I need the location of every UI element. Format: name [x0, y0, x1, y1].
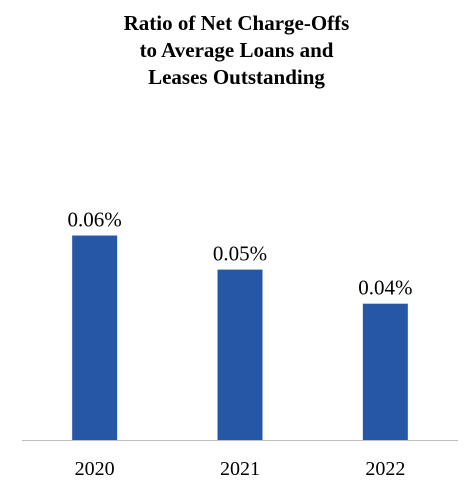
x-tick-label-2021: 2021 — [220, 458, 260, 480]
chart-title-line-2: to Average Loans and — [139, 38, 334, 62]
chart-title-line-3: Leases Outstanding — [148, 65, 325, 89]
data-label-2020: 0.06% — [68, 208, 122, 232]
bar-2021 — [217, 269, 263, 440]
x-tick-label-2022: 2022 — [365, 458, 405, 480]
chart-title: Ratio of Net Charge-Offs to Average Loan… — [0, 10, 473, 91]
bar-2022 — [362, 303, 408, 440]
bar-2020 — [72, 235, 118, 440]
data-label-2022: 0.04% — [358, 276, 412, 300]
labels-layer: 0.06% 2020 0.05% 2021 0.04% 2022 — [68, 208, 413, 480]
data-label-2021: 0.05% — [213, 242, 267, 266]
x-tick-label-2020: 2020 — [75, 458, 115, 480]
bars-layer — [72, 235, 408, 440]
chart-title-line-1: Ratio of Net Charge-Offs — [123, 11, 350, 35]
